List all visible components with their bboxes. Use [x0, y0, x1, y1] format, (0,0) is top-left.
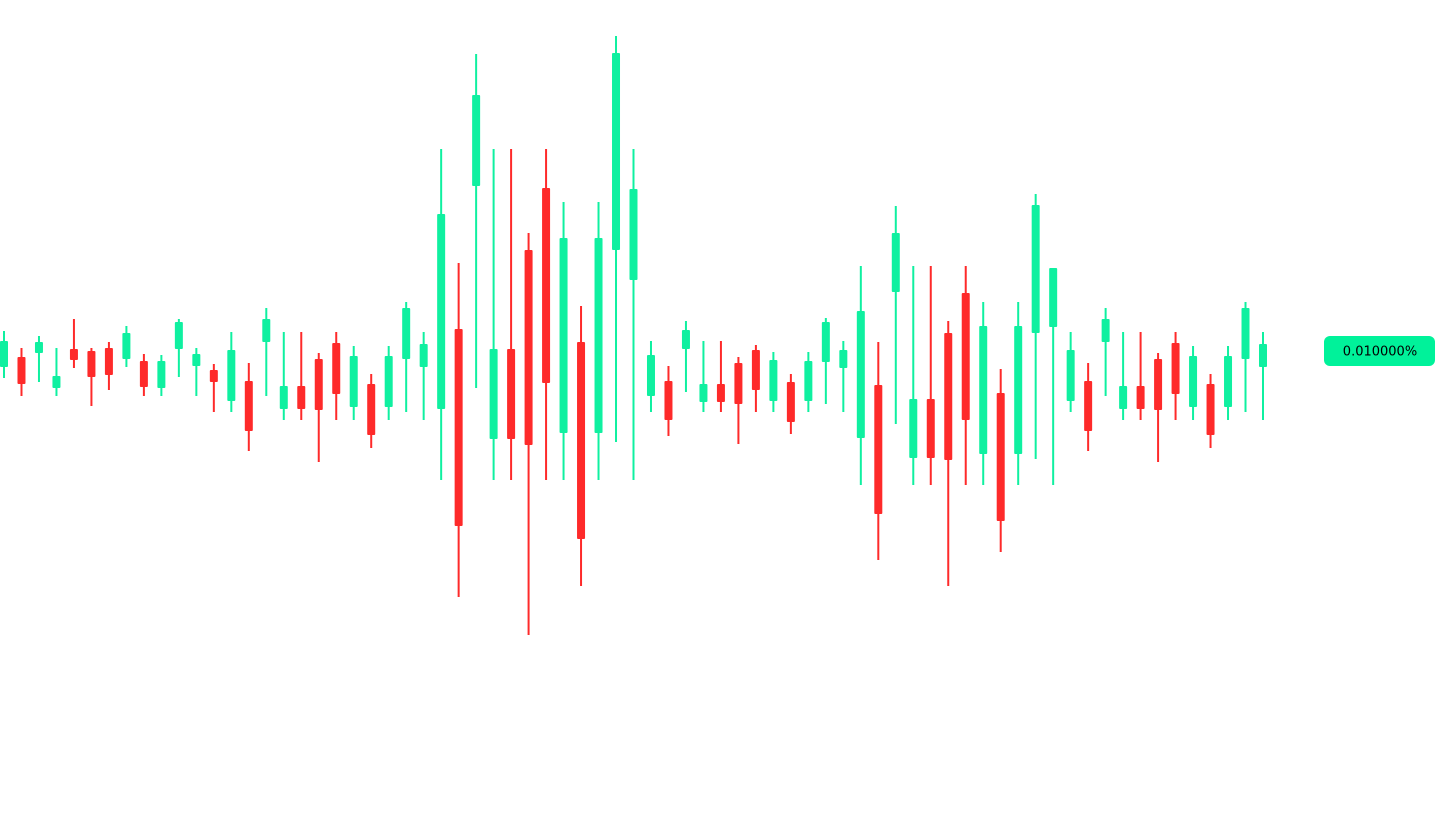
candle-body: [734, 363, 743, 404]
candle-body: [262, 319, 271, 342]
candle-body: [524, 250, 533, 445]
candle-body: [244, 381, 253, 431]
candle-body: [174, 322, 183, 349]
candle-body: [577, 342, 586, 539]
candle-body: [454, 329, 463, 526]
candle-body: [472, 95, 481, 186]
candle-body: [332, 343, 341, 394]
candle-body: [209, 370, 218, 382]
candle-body: [104, 348, 113, 375]
candle-body: [367, 384, 376, 435]
candle-body: [594, 238, 603, 433]
candle-body: [192, 354, 201, 366]
candle-body: [612, 53, 621, 250]
candle-body: [1031, 205, 1040, 333]
candle-body: [507, 349, 516, 439]
candle-body: [646, 355, 655, 396]
candle-body: [87, 351, 96, 377]
candle-body: [944, 333, 953, 460]
candle-body: [1171, 343, 1180, 394]
candle-body: [157, 361, 166, 388]
candle-body: [751, 350, 760, 390]
candle-body: [542, 188, 551, 383]
candle-body: [716, 384, 725, 402]
candle-body: [926, 399, 935, 458]
candle-body: [961, 293, 970, 420]
candle-body: [769, 360, 778, 401]
candle-body: [1049, 268, 1058, 327]
candle-body: [559, 238, 568, 433]
candle-body: [17, 357, 26, 384]
candle-body: [1206, 384, 1215, 435]
candle-body: [314, 359, 323, 410]
candle-body: [402, 308, 411, 359]
candle-body: [297, 386, 306, 409]
candle-body: [1189, 356, 1198, 407]
candle-body: [1154, 359, 1163, 410]
candle-body: [1119, 386, 1128, 409]
candle-body: [786, 382, 795, 422]
candle-body: [34, 342, 43, 353]
candle-body: [0, 341, 8, 367]
candle-body: [1066, 350, 1075, 401]
candle-body: [874, 385, 883, 514]
candle-body: [839, 350, 848, 368]
candle-body: [699, 384, 708, 402]
candle-body: [681, 330, 690, 349]
candle-body: [1084, 381, 1093, 431]
candle-body: [52, 376, 61, 388]
candle-body: [996, 393, 1005, 521]
candle-body: [1259, 344, 1267, 367]
candle-body: [909, 399, 918, 458]
candle-body: [1101, 319, 1110, 342]
price-label: 0.010000%: [1343, 345, 1417, 360]
candle-body: [69, 349, 78, 360]
candle-body: [856, 311, 865, 438]
candle-body: [419, 344, 428, 367]
candle-body: [437, 214, 446, 409]
candle-body: [227, 350, 236, 401]
candle-body: [979, 326, 988, 454]
candle-body: [804, 361, 813, 401]
candle-body: [139, 361, 148, 387]
candle-body: [1136, 386, 1145, 409]
candle-body: [891, 233, 900, 292]
candle-body: [664, 381, 673, 420]
candle-body: [629, 189, 638, 280]
candle-body: [349, 356, 358, 407]
candle-body: [1224, 356, 1233, 407]
candle-body: [122, 333, 131, 359]
candle-body: [1014, 326, 1023, 454]
candle-body: [384, 356, 393, 407]
candle-body: [279, 386, 288, 409]
candle-body: [821, 322, 830, 362]
price-label-box: [1324, 336, 1435, 366]
candle-body: [489, 349, 498, 439]
candle-body: [1241, 308, 1250, 359]
